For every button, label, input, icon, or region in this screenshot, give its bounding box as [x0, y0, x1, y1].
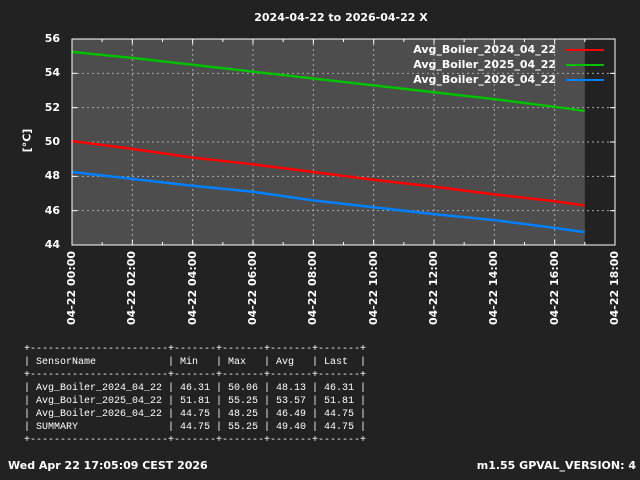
ytick-label: 50 [44, 135, 60, 148]
series-line [71, 170, 586, 234]
plot-border [71, 38, 616, 246]
footer-version: m1.55 GPVAL_VERSION: 4 [476, 459, 636, 472]
xtick-label: 04-22 18:00 [608, 250, 621, 325]
xtick-label: 04-22 06:00 [246, 250, 259, 325]
xtick-label: 04-22 00:00 [65, 250, 78, 325]
legend-swatch [566, 78, 604, 81]
legend-swatch [566, 63, 604, 66]
footer-timestamp: Wed Apr 22 17:05:09 CEST 2026 [8, 459, 208, 472]
ytick-label: 54 [44, 66, 60, 80]
xtick-label: 04-22 02:00 [125, 250, 139, 325]
series-line [71, 139, 586, 207]
xtick-label: 04-22 08:00 [306, 250, 320, 325]
ytick-label: 56 [44, 32, 60, 45]
ytick-label: 52 [44, 100, 60, 114]
ytick-label: 48 [44, 169, 60, 183]
legend-item: Avg_Boiler_2025_04_22 [400, 57, 604, 72]
ytick-label: 46 [44, 203, 60, 217]
xtick-label: 04-22 14:00 [487, 250, 501, 325]
legend-item: Avg_Boiler_2024_04_22 [400, 42, 604, 57]
xtick-label: 04-22 04:00 [185, 250, 199, 325]
stats-table: +-----------------------+-------+-------… [24, 344, 367, 446]
legend-label: Avg_Boiler_2024_04_22 [413, 43, 556, 56]
legend-label: Avg_Boiler_2025_04_22 [413, 58, 556, 71]
xtick-label: 04-22 16:00 [547, 250, 561, 325]
legend-item: Avg_Boiler_2026_04_22 [400, 72, 604, 87]
legend-label: Avg_Boiler_2026_04_22 [413, 73, 556, 86]
chart-title: 2024-04-22 to 2026-04-22 X [254, 11, 428, 24]
ytick-label: 44 [44, 238, 60, 251]
xtick-label: 04-22 12:00 [427, 250, 440, 325]
legend-swatch [566, 48, 604, 51]
series-line [71, 50, 586, 113]
xtick-label: 04-22 10:00 [366, 250, 380, 325]
legend: Avg_Boiler_2024_04_22 Avg_Boiler_2025_04_… [400, 42, 604, 87]
